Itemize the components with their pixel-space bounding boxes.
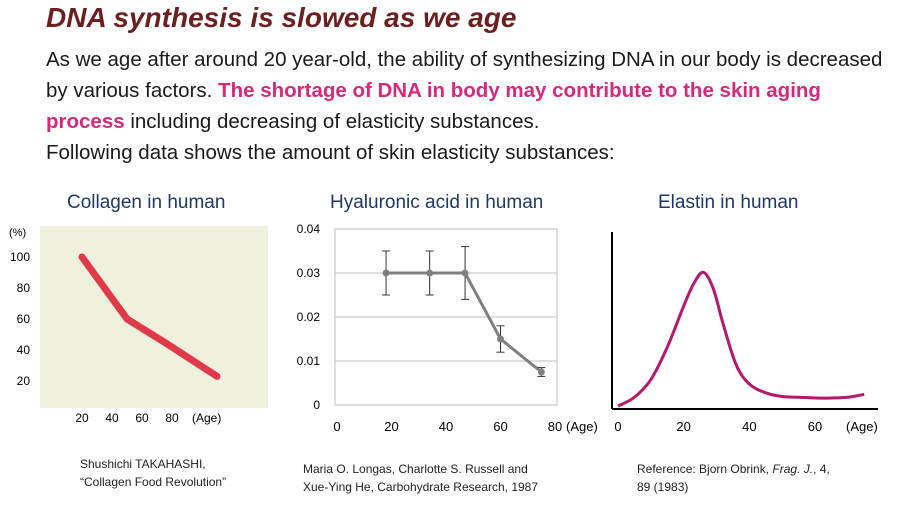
hyaluronic-chart-title: Hyaluronic acid in human [330,192,544,213]
intro-line3: Following data shows the amount of skin … [46,141,615,164]
elastin-x-tick: 60 [808,419,822,434]
hyaluronic-x-label: (Age) [566,419,598,434]
intro-text: As we age after around 20 year-old, the … [46,44,886,168]
elastin-series-curve [617,270,865,408]
hyaluronic-y-tick: 0.04 [297,222,321,236]
intro-highlight: The shortage of DNA in body may contribu… [46,79,821,133]
hyaluronic-x-tick: 40 [439,419,453,434]
hyaluronic-y-tick: 0.02 [297,310,321,324]
collagen-x-label: (Age) [192,411,221,425]
collagen-ref-line2: “Collagen Food Revolution” [80,475,227,489]
hyaluronic-data-point [426,269,434,277]
hyaluronic-chart: (Age) 0.04 0.03 0.02 0.01 00 20 40 60 80 [297,222,598,434]
hyaluronic-x-tick: 20 [384,419,398,434]
hyaluronic-data-point [497,335,504,343]
hyaluronic-reference: Maria O. Longas, Charlotte S. Russell an… [303,460,538,496]
collagen-y-label: (%) [9,227,26,239]
collagen-x-tick: 40 [105,411,119,425]
hyaluronic-x-tick: 0 [333,419,340,434]
collagen-ref-line1: Shushichi TAKAHASHI, [80,457,206,471]
elastin-chart: (Age) 0 20 40 60 [611,232,878,434]
collagen-x-tick: 60 [135,411,149,425]
hyaluronic-x-tick: 60 [493,419,507,434]
intro-line1: As we age after around 20 year-old, the … [46,48,883,102]
hyaluronic-data-point [537,368,545,376]
collagen-series-line [78,253,221,380]
collagen-y-tick: 100 [10,250,30,264]
hyaluronic-ref-line1: Maria O. Longas, Charlotte S. Russell an… [303,462,528,476]
hyaluronic-y-tick: 0 [313,398,320,412]
intro-line2: including decreasing of elasticity subst… [124,110,540,133]
elastin-ref-tail: , 4, [813,462,830,476]
elastin-ref-line2: 89 (1983) [637,480,689,494]
collagen-x-tick: 80 [165,411,179,425]
hyaluronic-ref-line2: Xue-Ying He, Carbohydrate Research, 1987 [303,480,539,494]
elastin-reference: Reference: Bjorn Obrink, Frag. J., 4, 89 … [637,460,830,496]
collagen-x-tick: 20 [75,411,89,425]
hyaluronic-x-tick: 80 [548,419,562,434]
elastin-x-tick: 0 [614,419,621,434]
hyaluronic-y-tick: 0.03 [297,266,321,280]
elastin-x-tick: 40 [742,419,756,434]
collagen-reference: Shushichi TAKAHASHI, “Collagen Food Revol… [80,455,226,491]
collagen-chart-title: Collagen in human [67,192,226,213]
elastin-ref-journal: Frag. J. [772,462,814,476]
collagen-y-tick: 20 [17,374,31,388]
hyaluronic-data-point [461,269,469,277]
hyaluronic-y-tick: 0.01 [297,354,321,368]
slide-title: DNA synthesis is slowed as we age [46,2,517,33]
elastin-ref-prefix: Reference: Bjorn Obrink, [637,462,773,476]
elastin-x-tick: 20 [676,419,690,434]
hyaluronic-data-point [382,269,390,277]
elastin-chart-title: Elastin in human [658,192,799,213]
collagen-y-tick: 40 [17,343,31,357]
collagen-plot-area [40,226,268,408]
elastin-x-label: (Age) [846,419,878,434]
collagen-y-tick: 60 [17,312,31,326]
collagen-chart: (%) (Age) 20 40 60 80 100 80 60 40 20 [9,226,268,425]
collagen-y-tick: 80 [17,281,31,295]
